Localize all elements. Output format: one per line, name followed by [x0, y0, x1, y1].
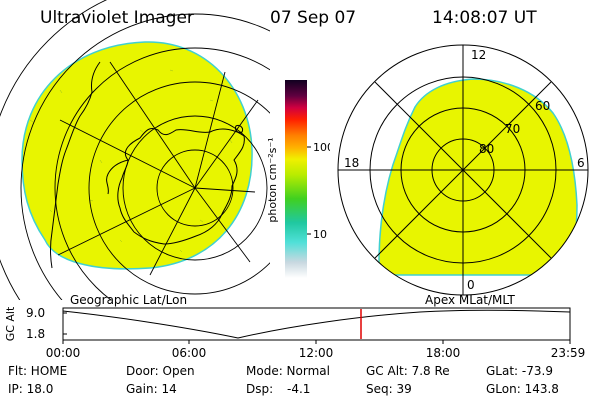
longitude-lines	[57, 61, 259, 276]
antarctic-peninsula	[106, 159, 129, 195]
dsp-value: -4.1	[287, 382, 311, 396]
altitude-ylabel: GC Alt	[4, 306, 17, 341]
colorbar: 100 10 photon cm⁻²s⁻¹	[266, 80, 330, 278]
gain-status: Gain: 14	[126, 382, 177, 396]
gc-altitude-status: GC Alt: 7.8 Re	[366, 364, 450, 378]
time-tick-0000: 00:00	[46, 346, 81, 360]
mlt-label-12: 12	[471, 48, 486, 62]
time-tick-1800: 18:00	[426, 346, 461, 360]
geographic-panel-label: Geographic Lat/Lon	[70, 293, 188, 307]
door-status: Door: Open	[126, 364, 195, 378]
latitude-circles	[0, 0, 270, 300]
dsp-label: Dsp:	[246, 382, 274, 396]
instrument-title: Ultraviolet Imager	[40, 8, 194, 28]
altitude-ytick-high: 9.0	[26, 306, 45, 320]
time-tick-2359: 23:59	[551, 346, 586, 360]
time-tick-0600: 06:00	[172, 346, 207, 360]
sequence-status: Seq: 39	[366, 382, 412, 396]
altitude-ytick-low: 1.8	[26, 327, 45, 341]
time-axis-ticks	[62, 340, 571, 344]
flight-status: Flt: HOME	[8, 364, 68, 378]
mlat-label-80: 80	[479, 142, 494, 156]
aurora-polar-fill	[378, 78, 578, 276]
time-axis-labels: 00:00 06:00 12:00 18:00 23:59	[46, 346, 586, 360]
mlt-label-18: 18	[344, 156, 359, 170]
altitude-plot: GC Alt 9.0 1.8 00:00 06:00 12:00 18:00 2…	[4, 306, 586, 360]
aurora-image-fill	[21, 41, 253, 270]
mlt-labels: 12 18 6 0	[344, 48, 585, 292]
colorbar-tick-100: 100	[313, 141, 330, 154]
image-time: 14:08:07 UT	[432, 8, 537, 28]
antarctica-coastline	[117, 127, 245, 245]
colorbar-gradient	[285, 80, 307, 278]
mlat-label-60: 60	[535, 99, 550, 113]
magnetic-polar-plot: 12 18 6 0 60 70 80	[337, 44, 589, 296]
geographic-longitude: GLon: 143.8	[486, 382, 559, 396]
mlt-label-0: 0	[467, 278, 475, 292]
time-tick-1200: 12:00	[299, 346, 334, 360]
magnetic-panel-label: Apex MLat/MLT	[425, 293, 515, 307]
continent-coastline	[50, 61, 101, 269]
altitude-curve	[62, 309, 571, 339]
altitude-plot-frame	[62, 307, 571, 341]
geographic-map	[0, 0, 270, 300]
mlat-labels: 60 70 80	[479, 99, 550, 156]
geographic-latitude: GLat: -73.9	[486, 364, 553, 378]
mlt-label-6: 6	[577, 156, 585, 170]
image-date: 07 Sep 07	[270, 8, 357, 28]
colorbar-unit-label: photon cm⁻²s⁻¹	[266, 137, 279, 222]
mlat-label-70: 70	[505, 122, 520, 136]
colorbar-tick-10: 10	[313, 228, 327, 241]
mode-status: Mode: Normal	[246, 364, 330, 378]
image-speckle	[29, 69, 233, 253]
island-coastline	[235, 125, 243, 133]
polar-grid-lines	[338, 45, 588, 295]
ip-status: IP: 18.0	[8, 382, 54, 396]
